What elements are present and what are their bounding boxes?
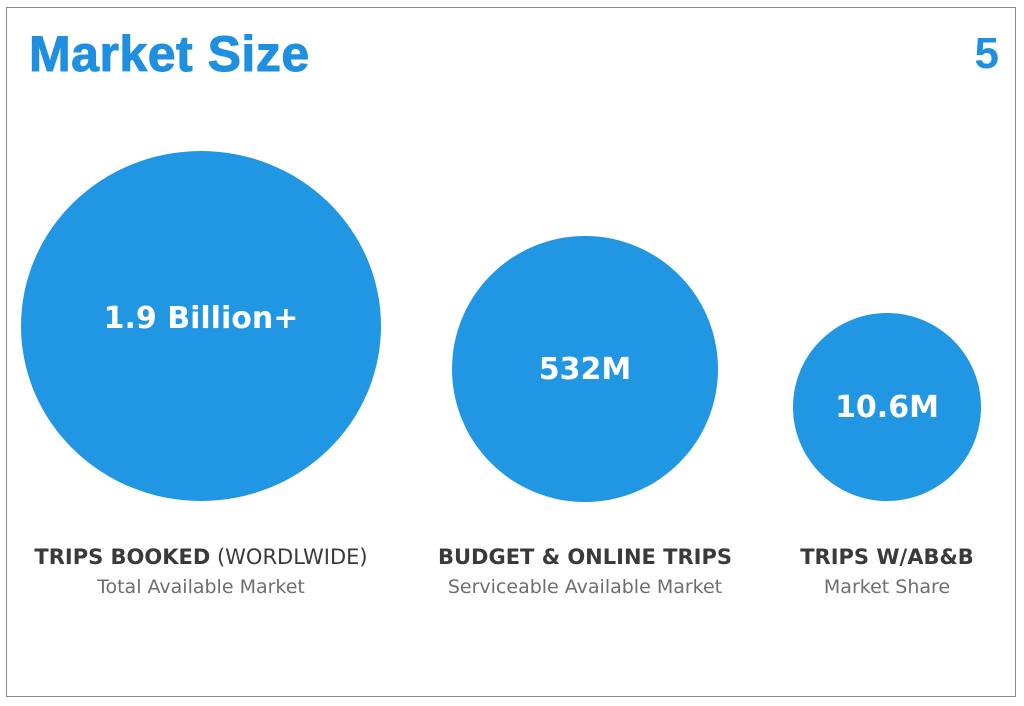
market-circle-tam: 1.9 Billion+ xyxy=(21,151,381,501)
market-value: 1.9 Billion+ xyxy=(103,300,299,336)
slide-title: Market Size xyxy=(29,26,310,83)
market-heading: TRIPS W/AB&B xyxy=(782,542,992,572)
market-heading-bold: TRIPS W/AB&B xyxy=(800,545,974,569)
market-label-share: TRIPS W/AB&B Market Share xyxy=(782,542,992,602)
market-circle-sam: 532M xyxy=(452,236,718,502)
market-value: 532M xyxy=(538,351,632,387)
market-subtitle: Market Share xyxy=(823,576,951,598)
market-label-sam: BUDGET & ONLINE TRIPS Serviceable Availa… xyxy=(420,542,750,602)
market-circle-share: 10.6M xyxy=(793,313,981,501)
page-number: 5 xyxy=(974,29,999,78)
market-value: 10.6M xyxy=(835,389,939,425)
market-heading-bold: BUDGET & ONLINE TRIPS xyxy=(437,545,732,569)
market-heading: TRIPS BOOKED (WORDLWIDE) xyxy=(16,542,386,572)
market-heading: BUDGET & ONLINE TRIPS xyxy=(420,542,750,572)
market-subtitle: Serviceable Available Market xyxy=(447,576,723,598)
market-label-tam: TRIPS BOOKED (WORDLWIDE) Total Available… xyxy=(16,542,386,602)
market-heading-light: (WORDLWIDE) xyxy=(210,545,368,569)
market-heading-bold: TRIPS BOOKED xyxy=(34,545,211,569)
market-subtitle: Total Available Market xyxy=(97,576,305,598)
